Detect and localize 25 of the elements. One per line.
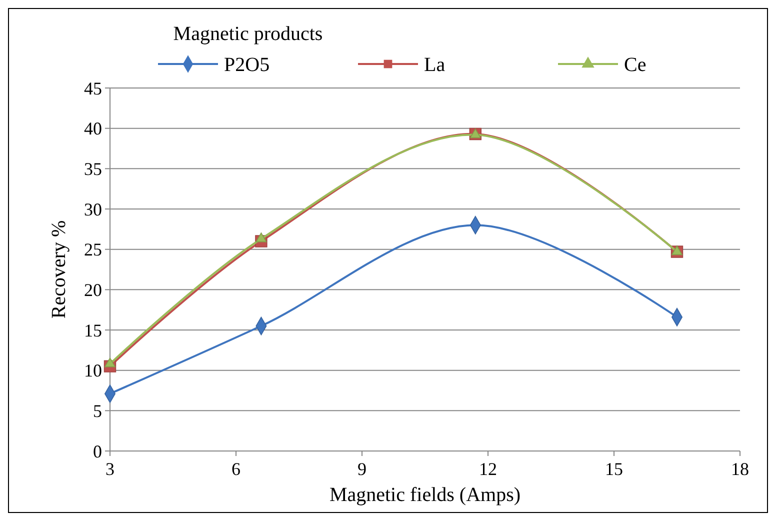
point bbox=[256, 232, 267, 242]
y-tick-label: 35 bbox=[84, 158, 102, 179]
y-tick-label: 10 bbox=[84, 360, 102, 381]
y-tick-label: 40 bbox=[84, 118, 102, 139]
legend-label: La bbox=[424, 54, 446, 76]
x-tick-label: 18 bbox=[731, 459, 749, 479]
x-tick-label: 12 bbox=[479, 459, 497, 479]
y-axis-title: Recovery % bbox=[48, 220, 70, 319]
legend-title: Magnetic products bbox=[173, 23, 323, 45]
y-tick-label: 20 bbox=[84, 280, 102, 300]
legend-label: Ce bbox=[624, 54, 646, 76]
x-tick-label: 9 bbox=[358, 459, 366, 479]
y-tick-label: 5 bbox=[93, 400, 102, 421]
point bbox=[672, 245, 682, 256]
y-tick-label: 25 bbox=[84, 240, 102, 260]
y-tick-label: 0 bbox=[93, 441, 102, 462]
x-axis-title: Magnetic fields (Amps) bbox=[329, 484, 521, 506]
x-tick-label: 3 bbox=[106, 459, 114, 479]
point bbox=[104, 358, 116, 368]
y-tick-label: 30 bbox=[84, 199, 102, 220]
x-tick-label: 6 bbox=[232, 459, 240, 479]
legend-label: P2O5 bbox=[224, 54, 270, 76]
y-tick-label: 15 bbox=[84, 320, 102, 340]
x-tick-label: 15 bbox=[605, 459, 623, 479]
y-tick-label: 45 bbox=[84, 78, 102, 98]
